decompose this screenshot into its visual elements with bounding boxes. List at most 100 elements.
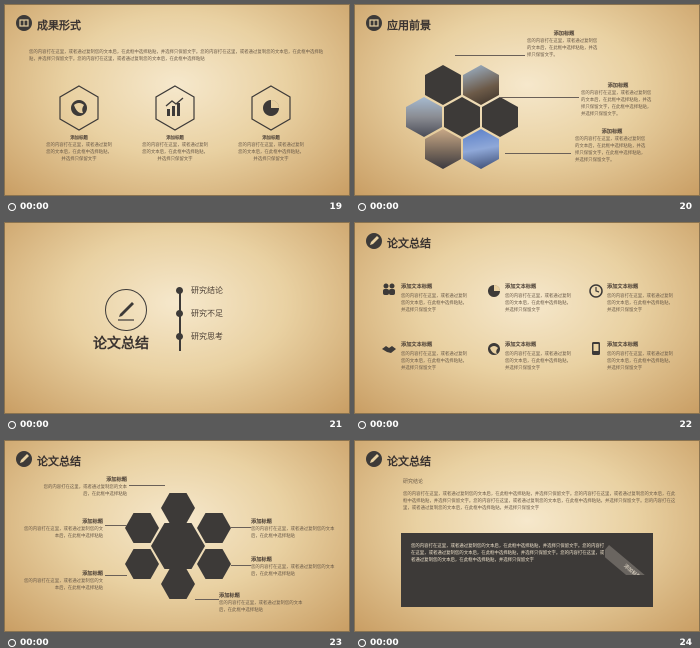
feature-text: 您的内容打在这里，或者通过复制您的文本后，在此框中选择粘贴，并选择只保留文字: [401, 352, 467, 371]
item-text: 您的内容打在这里，或者通过复制您的文本后，在此框中选择粘贴，并选择只保留文字: [238, 143, 304, 162]
label-text: 您的内容打在这里，或者通过复制您的文本后，在此框中选择粘贴: [219, 601, 303, 613]
slide-title: 应用前景: [387, 19, 431, 32]
label-text: 您的内容打在这里，或者通过复制您的文本后，在此框中选择粘贴: [23, 527, 103, 539]
phone-icon: [591, 341, 601, 356]
slide-title: 论文总结: [37, 455, 81, 468]
hex-tile: [425, 65, 461, 105]
callout-text: 您的内容打在这里，或者通过复制您的文本后，在此框中选择粘贴，并选择只保留文字，在…: [575, 137, 646, 163]
connector-line: [105, 525, 127, 526]
slide-footer: 00:00 23: [4, 634, 350, 648]
label-title: 添加标题: [82, 571, 103, 577]
hex-tile: [161, 569, 195, 599]
people-icon: [381, 281, 397, 297]
label-title: 添加标题: [251, 519, 272, 525]
pencil-icon: [105, 289, 147, 331]
slide-20[interactable]: 应用前景 添加标题 您的内容打在这里，或者通过复制您的文本后，在此框中选择粘贴，…: [354, 4, 700, 217]
slide-time: 00:00: [20, 420, 49, 430]
clock-icon: [8, 639, 16, 647]
clock-icon: [589, 283, 603, 298]
feature-text: 您的内容打在这里，或者通过复制您的文本后，在此框中选择粘贴，并选择只保留文字: [607, 294, 673, 313]
tower-photo: [463, 129, 499, 169]
diagram-label: 添加标题 您的内容打在这里，或者通过复制您的文本后，在此框中选择粘贴: [251, 519, 337, 540]
feature-label: 添加文本标题: [401, 342, 433, 348]
slide-time: 00:00: [370, 202, 399, 212]
slide-time: 00:00: [20, 638, 49, 648]
label-title: 添加标题: [82, 519, 103, 525]
label-text: 您的内容打在这里，或者通过复制您的文本后，在此框中选择粘贴: [23, 579, 103, 591]
book-icon: [16, 15, 32, 31]
feature-item: 添加文本标题 您的内容打在这里，或者通过复制您的文本后，在此框中选择粘贴，并选择…: [505, 283, 571, 314]
slide-19[interactable]: 成果形式 您的内容打在这里，或者通过复制您的文本后，在此框中选择粘贴，并选择只保…: [4, 4, 350, 217]
callout-2: 添加标题 您的内容打在这里，或者通过复制您的文本后，在此框中选择粘贴，并选择只保…: [581, 83, 655, 118]
feature-item: 添加文本标题 您的内容打在这里，或者通过复制您的文本后，在此框中选择粘贴，并选择…: [401, 283, 467, 314]
connector-line: [231, 565, 251, 566]
hex-tile: [125, 513, 159, 543]
feature-item: 添加文本标题 您的内容打在这里，或者通过复制您的文本后，在此框中选择粘贴，并选择…: [505, 341, 571, 372]
callout-text: 您的内容打在这里，或者通过复制您的文本后，在此框中选择粘贴，并选择只保留文字，在…: [581, 91, 652, 117]
pencil-icon: [16, 451, 32, 467]
slide-canvas[interactable]: 论文总结 添加标题 您的内容打在这里，或者通过复制您的文本后，在此框中选择粘贴 …: [4, 440, 350, 632]
feature-text: 您的内容打在这里，或者通过复制您的文本后，在此框中选择粘贴，并选择只保留文字: [401, 294, 467, 313]
diagram-label: 添加标题 您的内容打在这里，或者通过复制您的文本后，在此框中选择粘贴: [21, 519, 103, 540]
hex-tile: [482, 97, 518, 137]
item-text: 您的内容打在这里，或者通过复制您的文本后，在此框中选择粘贴，并选择只保留文字: [142, 143, 208, 162]
diagram-label: 添加标题 您的内容打在这里，或者通过复制您的文本后，在此框中选择粘贴: [21, 571, 103, 592]
globe-icon: [487, 341, 501, 355]
label-title: 添加标题: [251, 557, 272, 563]
box-text: 您的内容打在这里，或者通过复制您的文本后，在此框中选择粘贴，并选择只保留文字。您…: [411, 544, 605, 563]
slide-canvas[interactable]: 应用前景 添加标题 您的内容打在这里，或者通过复制您的文本后，在此框中选择粘贴，…: [354, 4, 700, 196]
clock-icon: [358, 639, 366, 647]
diagram-label: 添加标题 您的内容打在这里，或者通过复制您的文本后，在此框中选择粘贴: [43, 477, 127, 498]
corner-ribbon: 添加标题: [605, 533, 653, 575]
feature-text: 您的内容打在这里，或者通过复制您的文本后，在此框中选择粘贴，并选择只保留文字: [505, 294, 571, 313]
callout-text: 您的内容打在这里，或者通过复制您的文本后，在此框中选择粘贴，并选择只保留文字。: [527, 39, 598, 58]
label-text: 您的内容打在这里，或者通过复制您的文本后，在此框中选择粘贴: [43, 485, 127, 497]
item-2: 添加标题 您的内容打在这里，或者通过复制您的文本后，在此框中选择粘贴，并选择只保…: [141, 135, 209, 163]
center-hexagon: [151, 523, 205, 569]
timeline-dot: [176, 333, 183, 340]
slide-canvas[interactable]: 成果形式 您的内容打在这里，或者通过复制您的文本后，在此框中选择粘贴，并选择只保…: [4, 4, 350, 196]
pencil-icon: [366, 451, 382, 467]
callout-1: 添加标题 您的内容打在这里，或者通过复制您的文本后，在此框中选择粘贴，并选择只保…: [527, 31, 601, 59]
slide-21[interactable]: 论文总结 研究结论 研究不足 研究思考 00:00 21: [4, 222, 350, 435]
feature-label: 添加文本标题: [607, 284, 639, 290]
callout-label: 添加标题: [607, 83, 629, 89]
slide-canvas[interactable]: 论文总结 添加文本标题 您的内容打在这里，或者通过复制您的文本后，在此框中选择粘…: [354, 222, 700, 414]
slide-title: 论文总结: [387, 455, 431, 468]
slide-title: 成果形式: [37, 19, 81, 32]
slide-canvas[interactable]: 论文总结 研究结论 研究不足 研究思考: [4, 222, 350, 414]
hex-tile: [444, 97, 480, 137]
subtitle: 研究结论: [403, 479, 424, 485]
slide-number: 23: [329, 638, 342, 648]
slide-title: 论文总结: [93, 336, 149, 352]
slide-23[interactable]: 论文总结 添加标题 您的内容打在这里，或者通过复制您的文本后，在此框中选择粘贴 …: [4, 440, 350, 648]
pencil-icon: [366, 233, 382, 249]
slide-number: 22: [679, 420, 692, 430]
item-label: 添加标题: [166, 136, 184, 141]
feature-label: 添加文本标题: [607, 342, 639, 348]
skyline-photo: [425, 129, 461, 169]
list-item: 研究思考: [191, 332, 223, 341]
slide-number: 21: [329, 420, 342, 430]
connector-line: [505, 153, 571, 154]
list-item: 研究结论: [191, 286, 223, 295]
callout-label: 添加标题: [553, 31, 575, 37]
diagram-label: 添加标题 您的内容打在这里，或者通过复制您的文本后，在此框中选择粘贴: [219, 593, 309, 614]
city-photo: [406, 97, 442, 137]
timeline-dot: [176, 310, 183, 317]
hex-tile: [197, 513, 231, 543]
slide-22[interactable]: 论文总结 添加文本标题 您的内容打在这里，或者通过复制您的文本后，在此框中选择粘…: [354, 222, 700, 435]
callout-3: 添加标题 您的内容打在这里，或者通过复制您的文本后，在此框中选择粘贴，并选择只保…: [575, 129, 649, 164]
slide-number: 20: [679, 202, 692, 212]
item-label: 添加标题: [262, 136, 280, 141]
slide-canvas[interactable]: 论文总结 研究结论 您的内容打在这里，或者通过复制您的文本后，在此框中选择粘贴，…: [354, 440, 700, 632]
connector-line: [455, 55, 525, 56]
feature-item: 添加文本标题 您的内容打在这里，或者通过复制您的文本后，在此框中选择粘贴，并选择…: [607, 283, 673, 314]
hex-icon-frame: [155, 85, 195, 131]
slide-24[interactable]: 论文总结 研究结论 您的内容打在这里，或者通过复制您的文本后，在此框中选择粘贴，…: [354, 440, 700, 648]
connector-line: [195, 599, 219, 600]
handshake-icon: [381, 341, 397, 355]
slide-footer: 00:00 20: [354, 198, 700, 216]
label-title: 添加标题: [106, 477, 127, 483]
item-label: 添加标题: [70, 136, 88, 141]
